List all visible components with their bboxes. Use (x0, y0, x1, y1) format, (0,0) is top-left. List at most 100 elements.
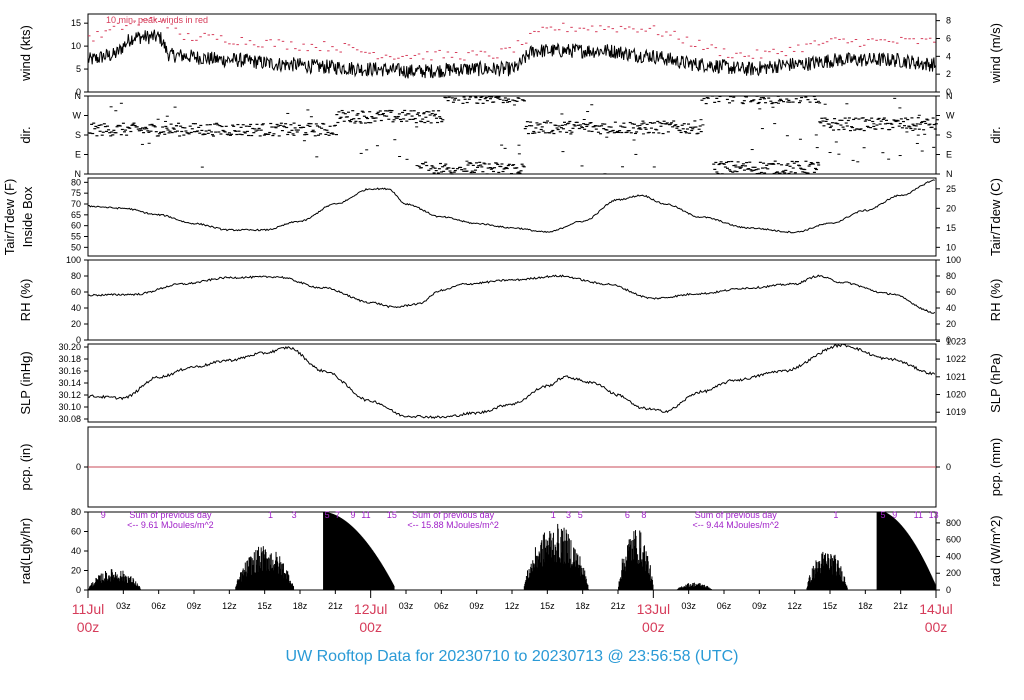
rad-daily-sum-title: Sum of previous day (695, 510, 778, 520)
rh-right-tick-label: 0 (946, 335, 951, 345)
slp-left-tick-label: 30.10 (58, 402, 81, 412)
slp-left-tick-label: 30.20 (58, 342, 81, 352)
slp-left-axis-label: SLP (inHg) (18, 351, 33, 414)
x-minor-label: 06z (434, 601, 449, 611)
slp-right-tick-label: 1023 (946, 336, 966, 346)
slp-left-tick-label: 30.14 (58, 378, 81, 388)
x-date-label: 12Jul (354, 601, 387, 617)
rad-right-tick-label: 0 (946, 585, 951, 595)
rh-right-axis-label: RH (%) (988, 279, 1003, 322)
rad-left-tick-label: 0 (76, 585, 81, 595)
x-date-label: 11Jul (72, 601, 104, 617)
dir-right-axis-label: dir. (988, 126, 1003, 143)
x-date-label: 13Jul (637, 601, 670, 617)
rad-right-tick-label: 400 (946, 551, 961, 561)
temp-series-line (88, 179, 935, 234)
x-time-label: 00z (642, 619, 665, 635)
dir-panel-frame (87, 95, 937, 175)
temp-left-tick-label: 65 (71, 210, 81, 220)
temp-right-tick-label: 25 (946, 184, 956, 194)
wind-right-tick-label: 4 (946, 51, 951, 61)
rad-hour-marker: 11 (361, 510, 370, 520)
temp-right-tick-label: 15 (946, 223, 956, 233)
rad-right-tick-label: 600 (946, 535, 961, 545)
dir-left-tick-label: S (75, 130, 81, 140)
temp-left-tick-label: 50 (71, 242, 81, 252)
x-minor-label: 06z (717, 601, 732, 611)
slp-right-axis-label: SLP (hPa) (988, 353, 1003, 413)
rh-left-tick-label: 40 (71, 303, 81, 313)
temp-right-tick-label: 20 (946, 203, 956, 213)
x-minor-label: 15z (540, 601, 555, 611)
rh-left-tick-label: 100 (66, 255, 81, 265)
x-minor-label: 21z (893, 601, 908, 611)
rad-daily-sum-title: Sum of previous day (129, 510, 212, 520)
rad-hour-marker: 1 (551, 510, 556, 520)
dir-left-tick-label: N (75, 91, 82, 101)
rad-hour-marker: 6 (625, 510, 630, 520)
rad-hour-marker: 11 (914, 510, 923, 520)
slp-series-line (87, 343, 936, 419)
slp-panel-frame (87, 343, 937, 423)
rad-left-tick-label: 40 (71, 546, 81, 556)
x-minor-label: 18z (858, 601, 873, 611)
rad-hour-marker: 3 (292, 510, 297, 520)
rad-hour-marker: 1 (268, 510, 273, 520)
temp-left-tick-label: 70 (71, 199, 81, 209)
temp-right-axis-label: Tair/Tdew (C) (988, 178, 1003, 256)
x-minor-label: 15z (257, 601, 272, 611)
rad-left-tick-label: 60 (71, 527, 81, 537)
dir-left-tick-label: E (75, 150, 81, 160)
slp-right-tick-label: 1022 (946, 354, 966, 364)
rad-hour-marker: 15 (387, 510, 397, 520)
temp-right-tick-label: 10 (946, 242, 956, 252)
slp-right-tick-label: 1020 (946, 390, 966, 400)
x-minor-label: 09z (187, 601, 202, 611)
pcp-left-tick-label: 0 (76, 462, 81, 472)
x-minor-label: 12z (505, 601, 520, 611)
wind-right-axis-label: wind (m/s) (988, 23, 1003, 84)
temp-left-axis-label-2: Inside Box (20, 186, 35, 247)
slp-right-tick-label: 1019 (946, 407, 966, 417)
pcp-left-axis-label: pcp. (in) (18, 444, 33, 491)
rad-right-tick-label: 800 (946, 518, 961, 528)
wind-left-tick-label: 10 (71, 41, 81, 51)
x-minor-label: 09z (752, 601, 767, 611)
rad-right-axis-label: rad (W/m^2) (988, 515, 1003, 586)
rh-right-tick-label: 80 (946, 271, 956, 281)
rh-left-tick-label: 60 (71, 287, 81, 297)
x-time-label: 00z (359, 619, 382, 635)
slp-right-tick-label: 1021 (946, 372, 966, 382)
wind-left-tick-label: 15 (71, 18, 81, 28)
x-minor-label: 03z (681, 601, 696, 611)
x-minor-label: 12z (222, 601, 237, 611)
wind-left-axis-label: wind (kts) (18, 25, 33, 82)
rad-hour-marker: 5 (578, 510, 583, 520)
rad-hour-marker: 3 (566, 510, 571, 520)
rh-left-tick-label: 0 (76, 335, 81, 345)
rh-left-tick-label: 80 (71, 271, 81, 281)
dir-left-tick-label: N (75, 169, 82, 179)
rh-right-tick-label: 60 (946, 287, 956, 297)
rad-daily-sum-value: <-- 9.61 MJoules/m^2 (127, 520, 214, 530)
rad-daily-sum-value: <-- 9.44 MJoules/m^2 (693, 520, 780, 530)
x-minor-label: 03z (399, 601, 414, 611)
x-minor-label: 21z (328, 601, 343, 611)
x-date-label: 14Jul (919, 601, 952, 617)
rad-left-axis-label: rad(Lgly/hr) (18, 518, 33, 584)
wind-right-tick-label: 0 (946, 87, 951, 97)
rh-right-tick-label: 20 (946, 319, 956, 329)
x-minor-label: 03z (116, 601, 131, 611)
x-minor-label: 21z (611, 601, 626, 611)
slp-left-tick-label: 30.08 (58, 414, 81, 424)
rad-hour-marker: 9 (892, 510, 897, 520)
wind-left-tick-label: 0 (76, 87, 81, 97)
pcp-right-tick-label: 0 (946, 462, 951, 472)
wind-peak-annotation: 10 min. peak winds in red (106, 15, 208, 25)
temp-panel-frame (87, 177, 937, 257)
x-minor-label: 06z (151, 601, 166, 611)
rad-right-tick-label: 200 (946, 568, 961, 578)
rad-hour-marker: 7 (335, 510, 340, 520)
rh-panel-frame (87, 259, 937, 341)
